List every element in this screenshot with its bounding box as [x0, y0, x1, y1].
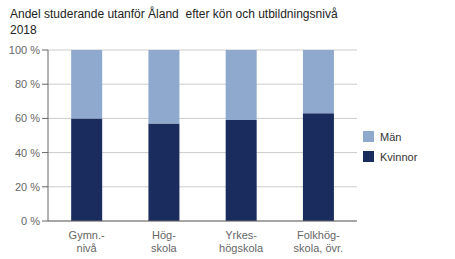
svg-text:80 %: 80 % — [15, 78, 40, 90]
svg-text:Gymn.-nivå: Gymn.-nivå — [69, 229, 105, 254]
svg-text:Yrkes-högskola: Yrkes-högskola — [219, 229, 264, 254]
svg-text:Hög-skola: Hög-skola — [151, 229, 178, 254]
svg-text:Folkhög-skola, övr.: Folkhög-skola, övr. — [294, 229, 344, 254]
html-text:Kvinnor: Kvinnor — [380, 150, 418, 163]
svg-text:0 %: 0 % — [21, 215, 40, 227]
svg-text:100 %: 100 % — [9, 44, 40, 56]
svg-text:60 %: 60 % — [15, 112, 40, 124]
html-text:Män: Män — [380, 130, 402, 143]
html-text:2018: 2018 — [10, 23, 37, 37]
svg-text:40 %: 40 % — [15, 147, 40, 159]
svg-text:20 %: 20 % — [15, 181, 40, 193]
html-text:Andel studerande utanför Åland: Andel studerande utanför Åland efter kön… — [10, 7, 338, 21]
